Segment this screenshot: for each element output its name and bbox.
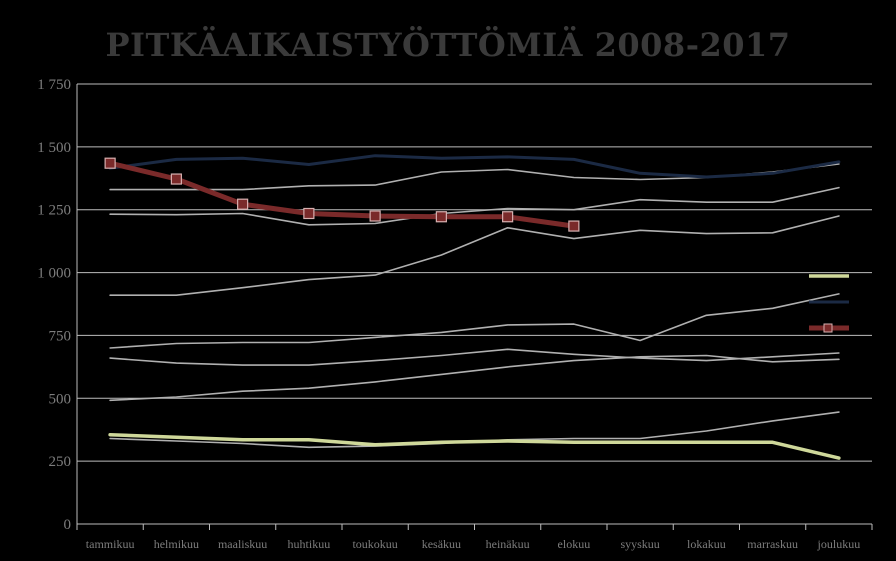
x-tick-label: elokuu xyxy=(558,537,591,551)
data-point xyxy=(104,157,116,169)
x-tick-label: tammikuu xyxy=(86,537,135,551)
data-point xyxy=(237,198,249,210)
y-tick-label: 1 250 xyxy=(37,203,71,219)
series-line xyxy=(108,154,841,179)
series-line xyxy=(108,432,841,460)
x-tick-label: joulukuu xyxy=(817,537,861,551)
x-tick-label: marraskuu xyxy=(747,537,798,551)
y-tick-label: 500 xyxy=(49,391,72,407)
y-tick-label: 750 xyxy=(49,328,72,344)
y-tick-label: 1 000 xyxy=(37,266,71,282)
series-line xyxy=(109,293,840,349)
y-tick-label: 1 750 xyxy=(37,77,71,93)
y-tick-label: 0 xyxy=(64,517,72,533)
x-tick-label: toukokuu xyxy=(352,537,397,551)
x-tick-label: lokakuu xyxy=(687,537,726,551)
series-line xyxy=(109,215,840,296)
data-point xyxy=(303,207,315,220)
x-tick-label: kesäkuu xyxy=(422,537,461,551)
chart-title: PITKÄAIKAISTYÖTTÖMIÄ 2008-2017 xyxy=(105,26,791,64)
x-tick-label: maaliskuu xyxy=(218,537,267,551)
data-point xyxy=(568,220,580,232)
data-point xyxy=(170,173,182,185)
series-line xyxy=(109,348,840,366)
data-point xyxy=(369,210,381,222)
series-line xyxy=(109,186,840,226)
data-point xyxy=(435,211,447,223)
series-line xyxy=(109,354,840,402)
x-tick-label: heinäkuu xyxy=(486,537,530,551)
x-tick-label: syyskuu xyxy=(620,537,659,551)
legend-key-marker xyxy=(823,323,833,333)
series-line xyxy=(107,160,577,229)
x-tick-label: huhtikuu xyxy=(288,537,331,551)
data-point xyxy=(502,211,514,223)
x-tick-label: helmikuu xyxy=(154,537,199,551)
y-tick-label: 1 500 xyxy=(37,140,71,156)
y-tick-label: 250 xyxy=(49,454,72,470)
